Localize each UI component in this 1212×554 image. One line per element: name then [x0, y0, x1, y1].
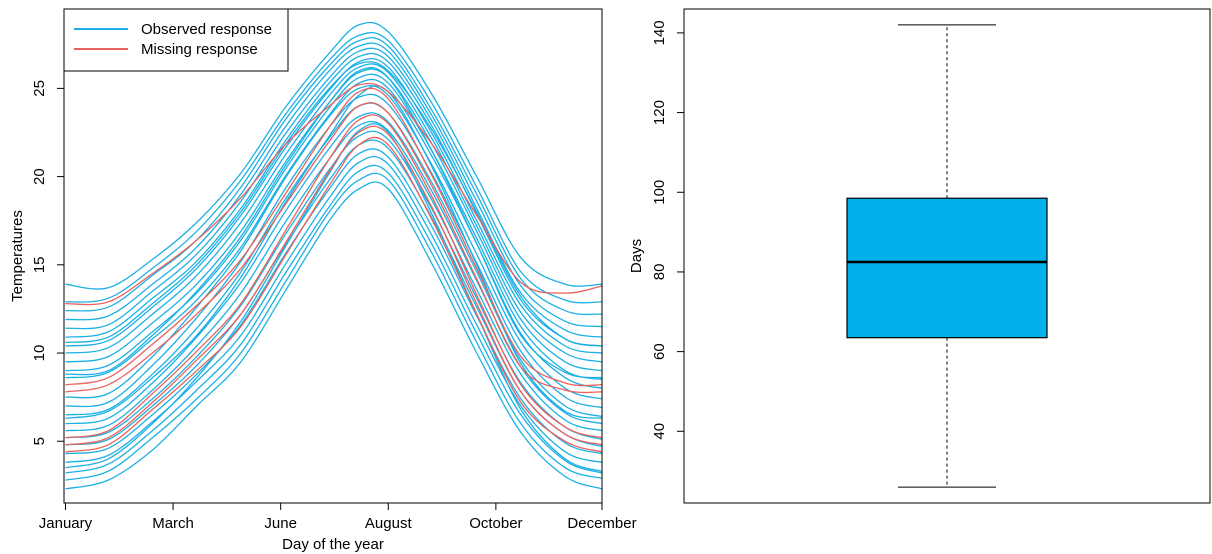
observed-curve-18 — [65, 47, 603, 338]
missing-curve-1 — [65, 125, 603, 446]
missing-curve-4 — [65, 87, 603, 387]
y-axis-label-left: Temperatures — [9, 210, 26, 302]
observed-curve-24 — [65, 123, 603, 472]
days-boxplot-chart: 40 60 80 100 120 140 Days — [628, 8, 1211, 504]
y-tick-label-right-1: 60 — [651, 343, 668, 360]
x-tick-label-1: March — [152, 515, 194, 532]
y-tick-label-left-4: 25 — [31, 80, 48, 97]
y-tick-label-right-0: 40 — [651, 423, 668, 440]
legend-box — [63, 8, 289, 72]
x-axis-label-left: Day of the year — [282, 536, 384, 553]
observed-curve-25 — [65, 66, 603, 379]
observed-curve-10 — [65, 93, 603, 409]
observed-curve-20 — [65, 37, 603, 316]
y-axis-label-right: Days — [628, 239, 645, 273]
legend-label-observed: Observed response — [141, 21, 272, 38]
x-tick-label-2: June — [264, 515, 297, 532]
observed-series — [65, 21, 603, 490]
observed-curve-21 — [65, 31, 603, 304]
temperature-curves-chart: January March June August October December 5 1… — [9, 8, 637, 553]
observed-curve-23 — [65, 85, 603, 419]
y-tick-label-right-3: 100 — [651, 180, 668, 205]
y-tick-label-left-1: 10 — [31, 345, 48, 362]
y-tick-label-right-4: 120 — [651, 100, 668, 125]
x-tick-label-3: August — [365, 515, 413, 532]
x-tick-label-4: October — [469, 515, 522, 532]
observed-curve-15 — [65, 63, 603, 363]
observed-curve-22 — [65, 21, 603, 290]
boxplot-box — [846, 197, 1048, 339]
y-tick-label-right-2: 80 — [651, 264, 668, 281]
missing-curve-0 — [65, 136, 603, 453]
legend: Observed response Missing response — [63, 8, 289, 72]
observed-curve-7 — [65, 120, 603, 432]
observed-curve-4 — [65, 148, 603, 455]
legend-label-missing: Missing response — [141, 41, 258, 58]
y-tick-label-left-2: 15 — [31, 256, 48, 273]
observed-curve-26 — [65, 61, 603, 347]
x-axis-left: January March June August October December — [39, 502, 637, 532]
y-axis-left: 5 10 15 20 25 — [31, 80, 65, 445]
observed-curve-14 — [65, 68, 603, 372]
missing-curve-3 — [65, 101, 603, 394]
missing-curve-2 — [65, 114, 603, 439]
observed-curve-17 — [65, 52, 603, 347]
y-tick-label-left-3: 20 — [31, 168, 48, 185]
x-tick-label-5: December — [567, 515, 636, 532]
missing-curve-5 — [65, 82, 603, 306]
observed-curve-0 — [65, 181, 603, 490]
observed-curve-8 — [65, 112, 603, 425]
observed-curve-9 — [65, 102, 603, 418]
observed-curve-1 — [65, 172, 603, 481]
observed-curve-2 — [65, 164, 603, 474]
missing-series — [65, 82, 603, 453]
y-tick-label-left-0: 5 — [31, 437, 48, 445]
observed-curve-13 — [65, 73, 603, 381]
y-tick-label-right-5: 140 — [651, 20, 668, 45]
y-axis-right: 40 60 80 100 120 140 — [651, 20, 685, 440]
curves-layer — [65, 21, 603, 490]
x-tick-label-0: January — [39, 515, 93, 532]
